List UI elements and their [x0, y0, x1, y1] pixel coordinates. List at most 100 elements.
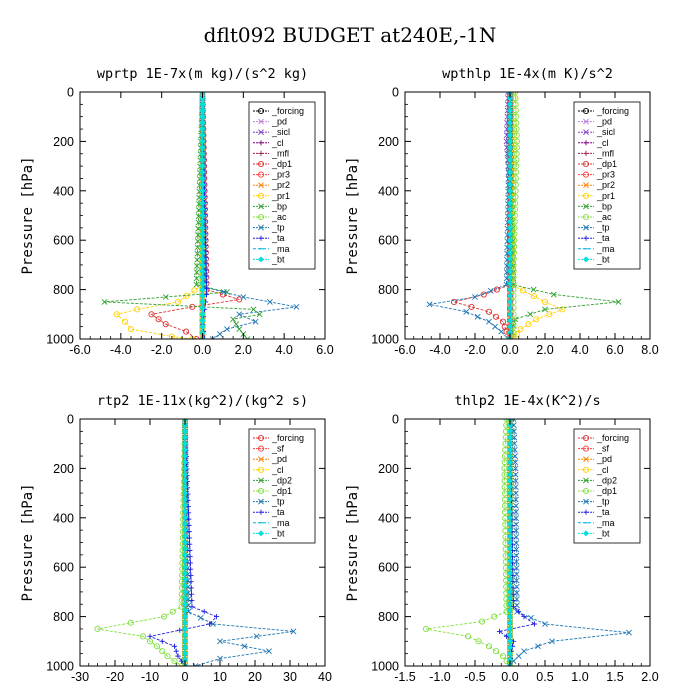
series-point [510, 422, 517, 429]
x-tick-label: -2.0 [464, 343, 486, 357]
series-point [506, 212, 514, 219]
figure-title: dflt092 BUDGET at240E,-1N [204, 23, 497, 47]
series-line-ta [202, 92, 208, 339]
series-point [171, 643, 178, 649]
legend-marker [582, 213, 590, 221]
series-point [513, 515, 520, 522]
series-point [507, 92, 513, 95]
legend-marker [258, 129, 264, 136]
series-point [474, 313, 481, 320]
series-point [512, 484, 519, 491]
legend-marker [582, 107, 590, 115]
series-point [506, 237, 514, 244]
series-point [188, 566, 194, 572]
series-point [147, 633, 153, 639]
series-point [507, 663, 513, 666]
legend: _forcing_sf_pd_cl_dp2_dp1_tp_ta_ma_bt [573, 428, 641, 544]
x-tick-label: -0.5 [464, 670, 486, 684]
series-point [510, 585, 516, 591]
series-point [513, 509, 519, 515]
legend-entry: _pd [596, 117, 612, 127]
legend-entry: _pd [271, 454, 287, 464]
legend-entry: _tp [596, 223, 610, 233]
series-point [498, 328, 505, 335]
series-point [199, 101, 206, 108]
legend-marker [258, 509, 264, 515]
legend-entry: _tp [596, 497, 610, 507]
series-point [506, 422, 514, 429]
series-point [199, 317, 206, 324]
series-point [546, 311, 553, 318]
series-point [213, 614, 220, 620]
legend-entry: _pr2 [596, 180, 615, 190]
series-point [236, 311, 243, 318]
series-point [506, 255, 514, 262]
series-point [181, 477, 189, 484]
x-tick-label: -2.0 [151, 343, 173, 357]
series-line-dp1 [425, 419, 511, 666]
series-point [173, 648, 179, 654]
y-tick-label: 800 [53, 283, 74, 297]
series-point [513, 577, 520, 584]
series-point [181, 570, 189, 577]
series-point [450, 298, 458, 306]
y-axis-label: Pressure [hPa] [20, 156, 36, 274]
series-point [506, 459, 514, 466]
series-point [506, 268, 514, 275]
legend-entry: _bp [596, 201, 612, 211]
series-point [217, 655, 223, 662]
series-point [506, 101, 514, 108]
series-line-dp1 [452, 92, 511, 339]
legend-marker [258, 477, 264, 484]
series-point [506, 638, 514, 645]
series-point [113, 311, 120, 318]
series-point [506, 231, 514, 238]
y-tick-label: 0 [392, 413, 399, 427]
series-point [266, 299, 273, 305]
series-point [506, 150, 514, 157]
series-point [506, 558, 514, 565]
series-point [168, 333, 175, 339]
series-point [127, 326, 135, 333]
series-point [187, 541, 193, 547]
series-point [241, 643, 248, 650]
series-point [252, 318, 259, 325]
series-point [191, 287, 198, 294]
series-point [134, 306, 141, 313]
series-point [506, 527, 514, 534]
y-tick-label: 0 [392, 86, 399, 100]
series-point [506, 200, 514, 207]
series-point [199, 323, 206, 330]
series-point [513, 150, 520, 157]
series-point [513, 596, 520, 603]
series-point [155, 316, 162, 323]
series-point [188, 572, 194, 579]
series-point [513, 132, 520, 139]
legend-entry: _ma [596, 244, 615, 254]
series-point [194, 250, 201, 257]
series-point [187, 554, 193, 560]
series-point [511, 440, 518, 447]
series-point [506, 181, 514, 188]
series-point [513, 169, 520, 176]
series-point [290, 628, 297, 635]
series-point [506, 286, 514, 293]
series-point [186, 516, 192, 522]
series-point [199, 218, 206, 225]
series-point [199, 156, 206, 163]
legend-marker [258, 182, 264, 189]
y-tick-label: 200 [53, 135, 74, 149]
legend-marker [257, 171, 265, 178]
series-point [153, 643, 161, 650]
legend-marker [257, 107, 265, 115]
legend-marker [582, 466, 590, 473]
y-tick-label: 200 [378, 462, 399, 476]
series-line-ac [513, 92, 518, 339]
series-point [199, 249, 206, 256]
legend-marker [583, 150, 589, 156]
series-point [506, 446, 514, 453]
series-point [199, 200, 206, 207]
legend-entry: _bt [596, 254, 610, 264]
series-point [487, 287, 494, 294]
